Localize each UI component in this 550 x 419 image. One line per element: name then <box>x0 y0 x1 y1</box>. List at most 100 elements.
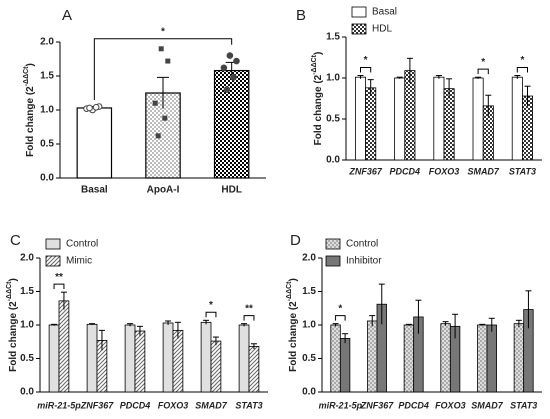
error-bar <box>136 325 143 336</box>
bar <box>213 69 250 179</box>
legend-label: Control <box>346 239 378 250</box>
legend-swatch <box>325 238 341 250</box>
error-bar <box>51 323 58 326</box>
significance-label: * <box>209 300 213 311</box>
data-point <box>220 64 228 72</box>
y-tick-label: 0.0 <box>20 387 34 398</box>
y-label-main: Fold change (2 <box>313 74 324 145</box>
error-bar <box>203 319 210 325</box>
bar <box>134 330 146 393</box>
bar <box>477 324 488 393</box>
significance-bracket <box>360 67 372 73</box>
y-tick-label: 1.5 <box>302 286 316 297</box>
error-bar <box>405 323 412 326</box>
bar <box>511 76 523 161</box>
error-bar <box>241 323 248 327</box>
error-bar <box>488 317 495 332</box>
y-tick-label: 2.0 <box>20 253 34 264</box>
significance-label: * <box>481 57 485 68</box>
x-tick-label: PDCD4 <box>120 400 151 410</box>
x-tick-label: FOXO3 <box>435 400 466 410</box>
y-label-end: ) <box>313 52 324 55</box>
x-tick-label: miR-21-5p <box>37 400 81 410</box>
bar <box>200 321 212 393</box>
error-bar <box>250 343 257 350</box>
bar <box>472 77 484 161</box>
x-tick-label: FOXO3 <box>158 400 189 410</box>
bar <box>404 70 416 161</box>
bar <box>124 324 136 393</box>
bar <box>486 324 497 393</box>
significance-label: ** <box>55 272 63 283</box>
bar <box>58 300 70 393</box>
error-bar <box>342 333 349 344</box>
y-tick-label: 1.5 <box>40 71 54 82</box>
error-bar <box>60 291 67 310</box>
error-bar <box>415 299 422 334</box>
bar <box>355 76 366 161</box>
data-point <box>152 100 158 106</box>
bar <box>513 323 525 393</box>
error-bar <box>524 85 531 106</box>
error-bar <box>442 321 449 326</box>
y-tick-label: 0.5 <box>302 353 316 364</box>
error-bar <box>367 79 374 97</box>
y-label-main: Fold change (2 <box>288 301 299 372</box>
bar <box>210 340 222 393</box>
x-tick-label: STAT3 <box>509 166 536 176</box>
x-tick-label: SMAD7 <box>195 400 227 410</box>
error-bar <box>369 315 376 327</box>
data-point <box>165 58 171 64</box>
error-bar <box>157 76 169 109</box>
bar <box>339 337 351 393</box>
bar <box>48 324 60 393</box>
bar <box>443 88 455 161</box>
error-bar <box>357 75 364 79</box>
bar <box>162 322 174 393</box>
bar <box>238 324 250 393</box>
significance-bracket <box>93 38 233 100</box>
error-bar <box>479 323 486 326</box>
y-tick-label: 0.0 <box>40 173 54 184</box>
y-tick-label: 1.0 <box>20 320 34 331</box>
x-tick-label: ApoA-I <box>147 185 180 196</box>
legend-label: Inhibitor <box>346 256 382 267</box>
y-tick-label: 1.0 <box>326 73 340 84</box>
x-tick-label: SMAD7 <box>467 166 499 176</box>
bar <box>367 320 378 393</box>
y-axis-label: Fold change (2-ΔΔCt) <box>311 52 324 146</box>
y-axis-label: Fold change (2-ΔΔCt) <box>286 278 299 372</box>
y-tick-label: 0.0 <box>326 155 340 166</box>
significance-label: * <box>520 55 524 66</box>
y-tick-label: 2.0 <box>302 253 316 264</box>
bar <box>86 323 98 393</box>
error-bar <box>89 323 96 325</box>
y-tick-label: 1.5 <box>20 286 34 297</box>
bar <box>394 77 406 161</box>
x-tick-label: HDL <box>221 185 242 196</box>
data-point <box>155 133 161 139</box>
bar <box>76 107 113 179</box>
legend-swatch <box>45 238 61 250</box>
y-tick-label: 0.5 <box>20 353 34 364</box>
significance-label: ** <box>245 303 253 314</box>
significance-bracket <box>205 311 217 318</box>
panel-label: A <box>62 7 72 24</box>
x-tick-label: ZNF367 <box>360 400 395 410</box>
x-tick-label: PDCD4 <box>398 400 429 410</box>
legend-label: Control <box>66 239 98 250</box>
data-point <box>158 46 164 52</box>
panel-label: B <box>296 7 306 24</box>
error-bar <box>212 336 219 346</box>
error-bar <box>165 320 172 325</box>
error-bar <box>98 329 105 351</box>
y-axis-label: Fold change (2-ΔΔCt) <box>6 278 19 372</box>
data-point <box>92 103 100 111</box>
y-tick-label: 1.0 <box>302 320 316 331</box>
data-point <box>86 104 93 112</box>
legend-swatch <box>351 23 367 35</box>
legend-label: Mimic <box>66 256 92 267</box>
data-point <box>226 52 234 59</box>
error-bar <box>378 283 385 325</box>
